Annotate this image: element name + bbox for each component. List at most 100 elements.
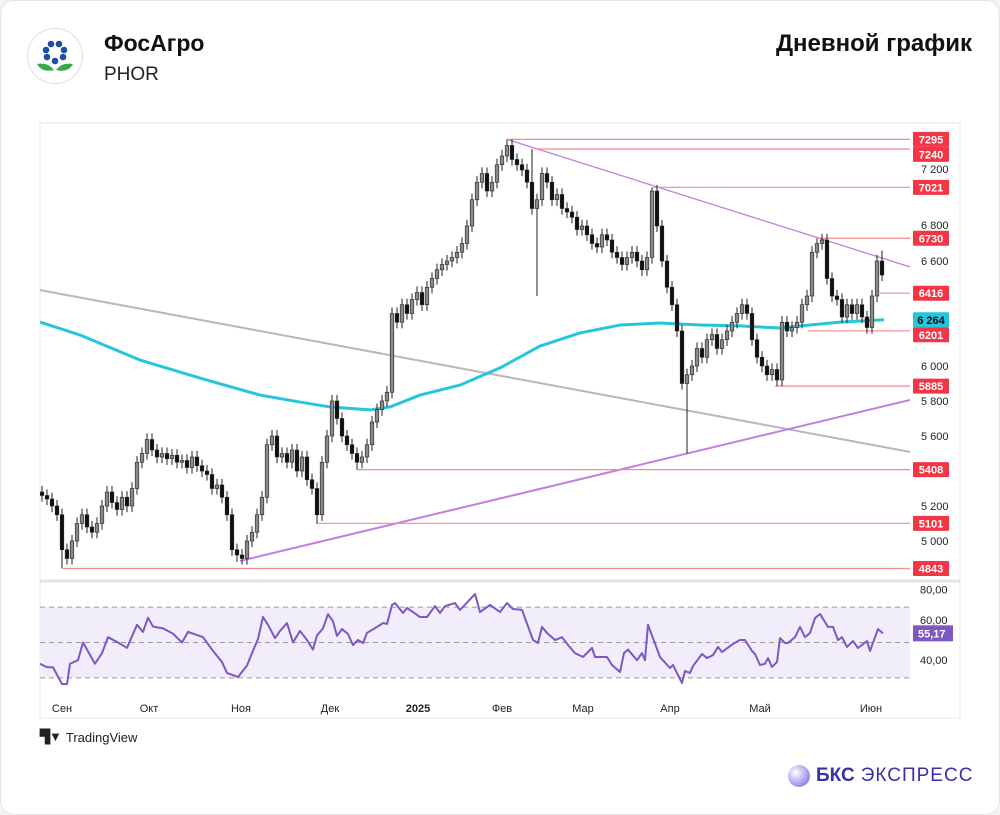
moving-average-line: [40, 318, 885, 412]
candle-down: [604, 234, 610, 241]
candle-up: [599, 234, 605, 248]
candle-down: [509, 145, 515, 160]
rsi-tick-label: 80,00: [920, 584, 948, 596]
candle-down: [40, 491, 45, 496]
candle-up: [474, 181, 480, 201]
candle-up: [144, 439, 150, 454]
candle-down: [774, 369, 780, 381]
candle-up: [299, 456, 305, 472]
candle-up: [644, 257, 650, 271]
price-tick-label: 5 000: [921, 536, 949, 548]
candle-up: [139, 453, 145, 463]
candle-down: [294, 449, 300, 472]
candle-up: [429, 278, 435, 288]
ma-value-label: 6 264: [917, 315, 945, 327]
price-tick-label: 5 800: [921, 396, 949, 408]
chart-title: Дневной график: [775, 30, 972, 57]
candle-up: [794, 321, 800, 328]
candle-down: [574, 216, 580, 230]
candle-up: [489, 181, 495, 192]
level-badge-6730: [913, 230, 949, 246]
rsi-tick-label: 60,00: [920, 615, 948, 627]
candle-up: [369, 421, 375, 446]
candle-down: [609, 239, 615, 253]
candle-up: [719, 339, 725, 349]
candle-up: [499, 155, 505, 166]
candle-down: [354, 453, 360, 463]
candle-up: [359, 456, 365, 463]
candle-down: [559, 194, 565, 209]
candle-up: [319, 461, 325, 516]
candle-down: [614, 251, 620, 258]
candle-down: [639, 260, 645, 271]
candle-up: [684, 374, 690, 384]
candle-up: [469, 199, 475, 227]
candle-down: [89, 526, 95, 533]
candle-up: [799, 304, 805, 323]
candle-up: [439, 264, 445, 271]
candle-down: [199, 465, 205, 472]
candle-up: [74, 523, 80, 542]
candle-up: [324, 435, 330, 463]
candle-down: [764, 365, 770, 376]
candle-up: [69, 540, 75, 559]
candle-up: [464, 225, 470, 244]
candle-down: [619, 257, 625, 265]
candle-up: [434, 269, 440, 279]
candle-up: [844, 304, 850, 318]
candle-down: [64, 549, 70, 559]
level-label-4843: 4843: [919, 563, 943, 575]
candle-down: [754, 339, 760, 358]
candle-up: [649, 190, 655, 258]
gray-trendline: [40, 289, 910, 453]
level-label-6201: 6201: [919, 330, 943, 342]
level-badge-6201: [913, 327, 949, 343]
level-label-7240: 7240: [919, 149, 943, 161]
candle-down: [154, 449, 160, 458]
rsi-tick-label: 40,00: [920, 655, 948, 667]
level-label-6416: 6416: [919, 288, 943, 300]
candle-down: [194, 456, 200, 467]
candle-down: [274, 435, 280, 458]
price-tick-label: 5 200: [921, 501, 949, 513]
candle-down: [164, 453, 170, 460]
price-tick-label: 6 800: [921, 220, 949, 232]
candle-up: [244, 540, 250, 559]
candle-down: [674, 304, 680, 332]
level-label-5408: 5408: [919, 465, 943, 477]
level-badge-7295: [913, 131, 949, 147]
candle-up: [874, 260, 880, 297]
x-tick-label: Апр: [660, 703, 679, 715]
candle-up: [554, 194, 560, 201]
candle-down: [84, 514, 90, 528]
resistance-trendline: [506, 138, 910, 268]
candle-up: [264, 444, 270, 498]
candle-up: [269, 435, 275, 446]
candle-up: [534, 199, 540, 209]
x-tick-label: Фев: [492, 703, 512, 715]
candle-up: [854, 304, 860, 314]
candle-up: [99, 505, 105, 524]
bks-sphere-icon: [788, 765, 810, 787]
ma-value-badge: [913, 312, 949, 328]
level-badge-4843: [913, 560, 949, 576]
tradingview-attribution[interactable]: ▜▼ TradingView: [40, 729, 137, 745]
candle-down: [394, 313, 400, 323]
price-tick-label: 5 600: [921, 431, 949, 443]
candle-up: [189, 456, 195, 468]
candle-up: [689, 365, 695, 376]
candle-down: [634, 251, 640, 262]
candle-down: [594, 243, 600, 248]
x-tick-label: Мар: [572, 703, 594, 715]
candle-down: [44, 495, 50, 500]
level-badge-5101: [913, 515, 949, 531]
candle-down: [834, 295, 840, 300]
candle-up: [769, 369, 775, 376]
candle-down: [174, 454, 180, 463]
candle-down: [49, 498, 55, 507]
candle-up: [364, 444, 370, 458]
candle-down: [659, 225, 665, 262]
candle-down: [569, 211, 575, 218]
candle-down: [669, 286, 675, 306]
